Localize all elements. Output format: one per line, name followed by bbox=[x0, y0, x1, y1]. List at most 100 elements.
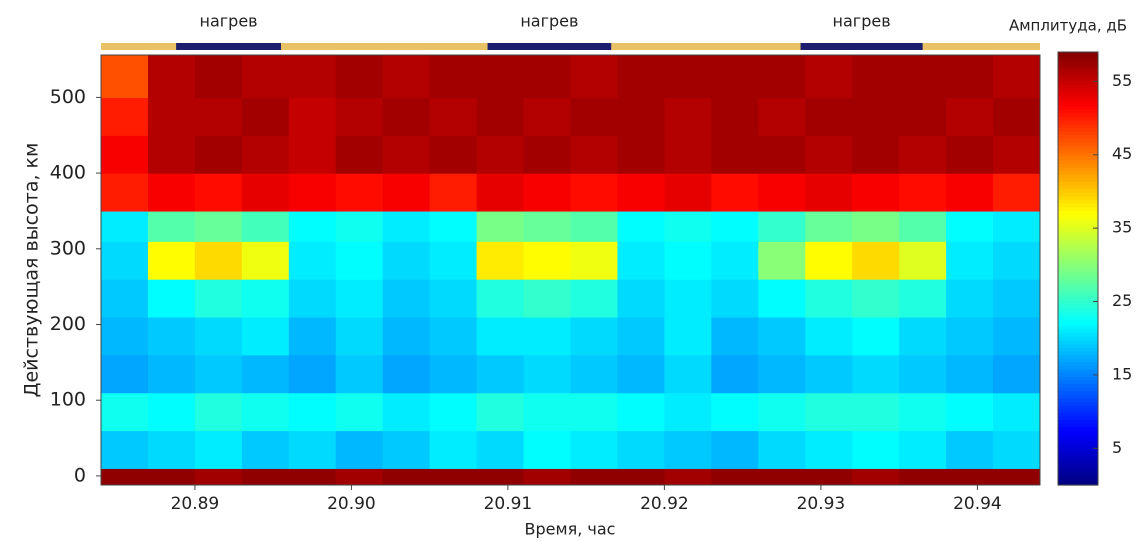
heating-label: нагрев bbox=[833, 12, 891, 31]
heatmap-cell bbox=[758, 430, 806, 469]
heatmap-cell bbox=[617, 210, 665, 242]
heatmap-cell bbox=[147, 279, 196, 318]
colorbar-swatch bbox=[1058, 210, 1098, 215]
heatmap-cell bbox=[382, 173, 431, 212]
heatmap-cell bbox=[617, 354, 665, 394]
colorbar-swatch bbox=[1058, 376, 1098, 381]
colorbar-swatch bbox=[1058, 62, 1098, 68]
heatmap-cell bbox=[570, 241, 619, 280]
colorbar-swatch bbox=[1058, 380, 1098, 385]
colorbar-swatch bbox=[1058, 250, 1098, 255]
heatmap-cell bbox=[664, 279, 712, 318]
colorbar-swatch bbox=[1058, 142, 1098, 147]
heatmap-cell bbox=[335, 135, 384, 174]
colorbar-swatch bbox=[1058, 66, 1098, 71]
heatmap-cell bbox=[664, 241, 712, 280]
heatmap-cell bbox=[288, 55, 337, 98]
heatmap-cell bbox=[711, 135, 759, 174]
colorbar-swatch bbox=[1058, 290, 1098, 295]
heatmap-cell bbox=[805, 316, 853, 356]
heatmap-cell bbox=[758, 173, 806, 212]
colorbar-swatch bbox=[1058, 340, 1098, 345]
heatmap-cell bbox=[194, 55, 243, 98]
heatmap-cell bbox=[570, 210, 619, 242]
colorbar-swatch bbox=[1058, 84, 1098, 89]
colorbar-swatch bbox=[1058, 405, 1098, 410]
colorbar-swatch bbox=[1058, 254, 1098, 259]
heatmap-cell bbox=[758, 135, 806, 174]
heatmap-cell bbox=[899, 316, 947, 356]
heatmap-cell bbox=[993, 241, 1040, 280]
colorbar-swatch bbox=[1058, 232, 1098, 237]
heatmap-cell bbox=[523, 468, 572, 485]
colorbar-swatch bbox=[1058, 138, 1098, 143]
colorbar-label: Амплитуда, дБ bbox=[1009, 17, 1127, 35]
heatmap-cell bbox=[946, 316, 994, 356]
heatmap-cell bbox=[946, 430, 994, 469]
heatmap-cell bbox=[429, 135, 478, 174]
colorbar-swatch bbox=[1058, 304, 1098, 309]
heatmap-cell bbox=[758, 316, 806, 356]
heatmap-cell bbox=[711, 97, 759, 136]
colorbar-swatch bbox=[1058, 228, 1098, 234]
heatmap-cell bbox=[664, 392, 712, 432]
colorbar-swatch bbox=[1058, 98, 1098, 104]
heatmap-cell bbox=[382, 279, 431, 318]
heatmap-cell bbox=[993, 279, 1040, 318]
heatmap-cell bbox=[617, 316, 665, 356]
colorbar-swatch bbox=[1058, 109, 1098, 114]
heatmap-cell bbox=[852, 354, 900, 394]
heatmap-cell bbox=[852, 173, 900, 212]
colorbar-swatch bbox=[1058, 373, 1098, 378]
heatmap-cell bbox=[617, 279, 665, 318]
heatmap-cell bbox=[758, 354, 806, 394]
colorbar-swatch bbox=[1058, 156, 1098, 161]
colorbar-swatch bbox=[1058, 127, 1098, 132]
heatmap-cell bbox=[335, 55, 384, 98]
heating-interval bbox=[176, 43, 281, 50]
heatmap-cell bbox=[476, 173, 525, 212]
heatmap-cell bbox=[476, 279, 525, 318]
y-tick-label: 0 bbox=[74, 464, 86, 486]
heatmap-cell bbox=[335, 430, 384, 469]
heatmap-cell bbox=[147, 55, 196, 98]
heatmap-cell bbox=[476, 241, 525, 280]
colorbar-swatch bbox=[1058, 438, 1098, 443]
heatmap-cell bbox=[664, 468, 712, 485]
colorbar-tick-label: 15 bbox=[1112, 364, 1132, 383]
colorbar-swatch bbox=[1058, 145, 1098, 151]
y-tick-label: 300 bbox=[50, 237, 86, 259]
heatmap-cell bbox=[429, 97, 478, 136]
heatmap-cell bbox=[993, 392, 1040, 432]
heatmap-cell bbox=[852, 316, 900, 356]
colorbar-swatch bbox=[1058, 203, 1098, 208]
heatmap-cell bbox=[241, 241, 290, 280]
heatmap-cell bbox=[570, 97, 619, 136]
heatmap-cell bbox=[147, 430, 196, 469]
colorbar-swatch bbox=[1058, 355, 1098, 360]
heatmap-cell bbox=[617, 55, 665, 98]
colorbar-swatch bbox=[1058, 174, 1098, 179]
x-tick-label: 20.89 bbox=[171, 494, 220, 514]
colorbar-swatch bbox=[1058, 322, 1098, 327]
colorbar-tick-label: 5 bbox=[1112, 438, 1122, 457]
colorbar-swatch bbox=[1058, 257, 1098, 262]
heating-label: нагрев bbox=[199, 12, 257, 31]
heatmap-cell bbox=[429, 468, 478, 485]
heatmap-cell bbox=[101, 55, 149, 98]
colorbar-swatch bbox=[1058, 398, 1098, 403]
heatmap-cell bbox=[241, 468, 290, 485]
heatmap-cell bbox=[101, 392, 149, 432]
heatmap-cell bbox=[758, 241, 806, 280]
colorbar-swatch bbox=[1058, 185, 1098, 190]
colorbar-swatch bbox=[1058, 88, 1098, 93]
heatmap-cell bbox=[711, 210, 759, 242]
colorbar-swatch bbox=[1058, 333, 1098, 338]
heatmap-cell bbox=[946, 279, 994, 318]
heatmap-cell bbox=[664, 354, 712, 394]
x-tick-label: 20.90 bbox=[327, 494, 376, 514]
colorbar-swatch bbox=[1058, 196, 1098, 201]
heatmap-cell bbox=[523, 97, 572, 136]
heatmap-cell bbox=[476, 210, 525, 242]
